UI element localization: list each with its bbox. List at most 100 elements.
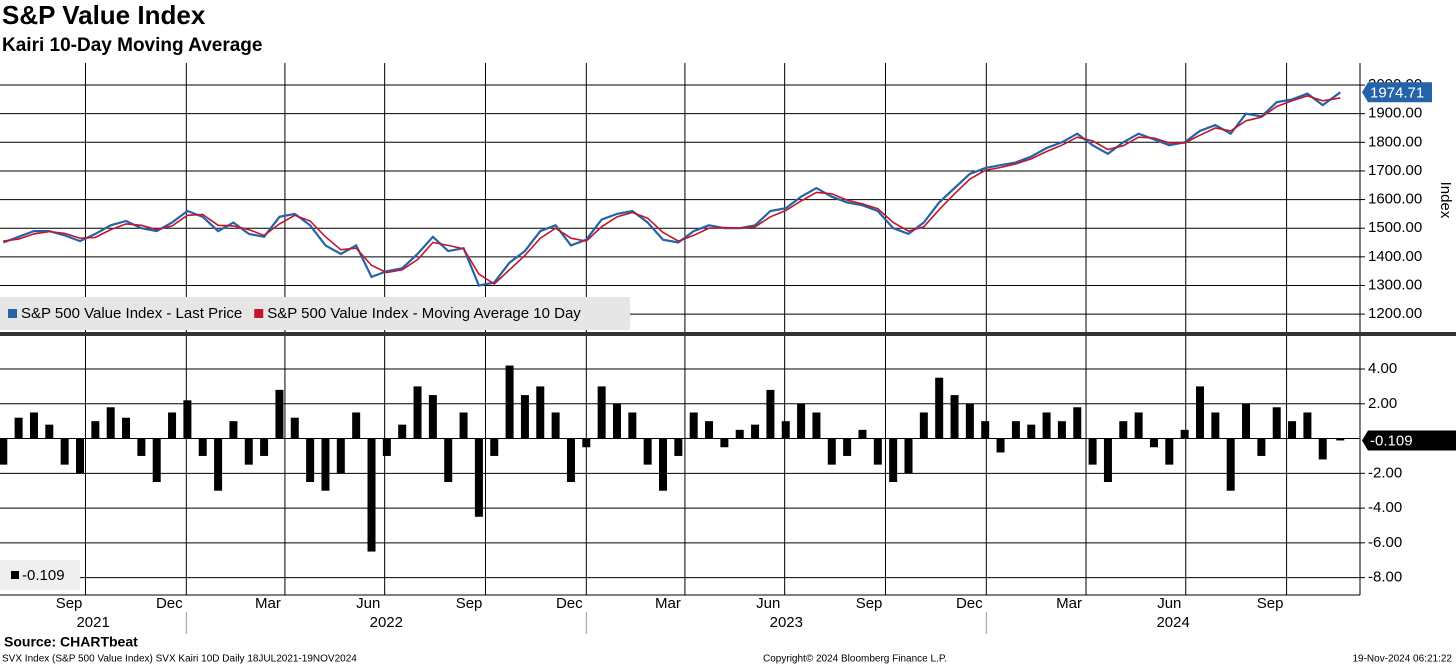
bar xyxy=(137,438,146,456)
x-tick-label: Mar xyxy=(255,595,281,612)
last-value-label: 1974.71 xyxy=(1370,84,1424,101)
bar xyxy=(582,438,591,448)
bar xyxy=(275,389,284,439)
bar xyxy=(981,421,990,439)
bar xyxy=(889,438,898,483)
bar xyxy=(1242,403,1251,439)
x-tick-label: Jun xyxy=(756,595,780,612)
bar xyxy=(45,424,54,439)
chart-title: S&P Value Index xyxy=(2,0,206,30)
bar xyxy=(1196,386,1204,439)
x-tick-label: Sep xyxy=(56,595,83,612)
bar xyxy=(1073,407,1082,439)
year-label: 2023 xyxy=(770,614,803,631)
bar xyxy=(1303,412,1312,439)
bar xyxy=(536,386,545,439)
bar xyxy=(505,365,514,439)
bar xyxy=(1226,438,1235,491)
bar xyxy=(858,429,867,439)
footer-center: Copyright© 2024 Bloomberg Finance L.P. xyxy=(763,654,947,665)
bar xyxy=(1211,412,1220,439)
bar xyxy=(1088,438,1097,465)
bar xyxy=(260,438,269,456)
bar xyxy=(1103,438,1112,483)
bar xyxy=(873,438,882,465)
bar xyxy=(106,407,115,439)
bar xyxy=(1257,438,1266,456)
legend-swatch xyxy=(11,571,19,579)
bar xyxy=(1288,421,1297,439)
y-tick-label: 1200.00 xyxy=(1368,305,1422,322)
y-tick-label: 4.00 xyxy=(1368,360,1397,377)
bar xyxy=(812,412,821,439)
bar xyxy=(398,424,407,439)
legend-label: S&P 500 Value Index - Moving Average 10 … xyxy=(267,305,581,322)
bar xyxy=(214,438,223,491)
bar xyxy=(459,412,468,439)
source: Source: CHARTbeat xyxy=(4,634,138,650)
bar xyxy=(60,438,69,465)
bar xyxy=(965,403,974,439)
bar xyxy=(612,403,621,439)
bar xyxy=(76,438,84,474)
bar xyxy=(950,395,959,439)
bar xyxy=(244,438,253,465)
chart-subtitle: Kairi 10-Day Moving Average xyxy=(2,35,262,56)
legend-swatch xyxy=(8,309,17,318)
bar xyxy=(382,438,391,456)
x-tick-label: Sep xyxy=(1257,595,1284,612)
legend-box xyxy=(0,297,630,330)
bar xyxy=(1134,412,1143,439)
bar xyxy=(413,386,422,439)
last-value-box xyxy=(1362,82,1432,103)
bar xyxy=(566,438,575,483)
bar xyxy=(674,438,683,456)
y-tick-label: -4.00 xyxy=(1368,499,1402,516)
year-label: 2022 xyxy=(370,614,403,631)
y-tick-label: -8.00 xyxy=(1368,569,1402,586)
bar xyxy=(996,438,1005,453)
legend-swatch xyxy=(254,309,264,318)
y-tick-label: 1800.00 xyxy=(1368,133,1422,150)
bar xyxy=(444,438,453,483)
bar xyxy=(659,438,668,491)
bar xyxy=(1042,412,1051,439)
bar xyxy=(352,412,361,439)
bar xyxy=(198,438,207,456)
bar xyxy=(935,377,944,439)
x-tick-label: Jun xyxy=(1157,595,1181,612)
bar xyxy=(781,421,790,439)
bar xyxy=(306,438,315,483)
bar xyxy=(551,412,560,439)
bar xyxy=(152,438,161,483)
bar xyxy=(1027,424,1036,439)
footer-left: SVX Index (S&P 500 Value Index) SVX Kair… xyxy=(2,654,357,665)
bar xyxy=(1180,429,1189,439)
bar xyxy=(1272,407,1281,439)
bar xyxy=(520,395,529,439)
bar xyxy=(229,421,238,439)
bar xyxy=(720,438,729,448)
last-value-label: -0.109 xyxy=(1370,432,1413,449)
bar xyxy=(29,412,38,439)
last-value-box xyxy=(1362,430,1456,451)
bar xyxy=(843,438,852,456)
line-series xyxy=(3,95,1341,286)
bar xyxy=(367,438,376,552)
bar xyxy=(751,424,760,439)
bar xyxy=(1318,438,1327,460)
bar xyxy=(1165,438,1174,465)
bar xyxy=(628,412,637,439)
year-label: 2024 xyxy=(1156,614,1189,631)
bar xyxy=(321,438,330,491)
bar xyxy=(168,412,177,439)
y-tick-label: -6.00 xyxy=(1368,534,1402,551)
bar xyxy=(766,389,775,439)
bar xyxy=(904,438,913,474)
x-tick-label: Mar xyxy=(655,595,681,612)
y-tick-label: 1900.00 xyxy=(1368,105,1422,122)
bar xyxy=(919,412,928,439)
bar xyxy=(91,421,100,439)
legend-label: -0.109 xyxy=(22,567,65,584)
